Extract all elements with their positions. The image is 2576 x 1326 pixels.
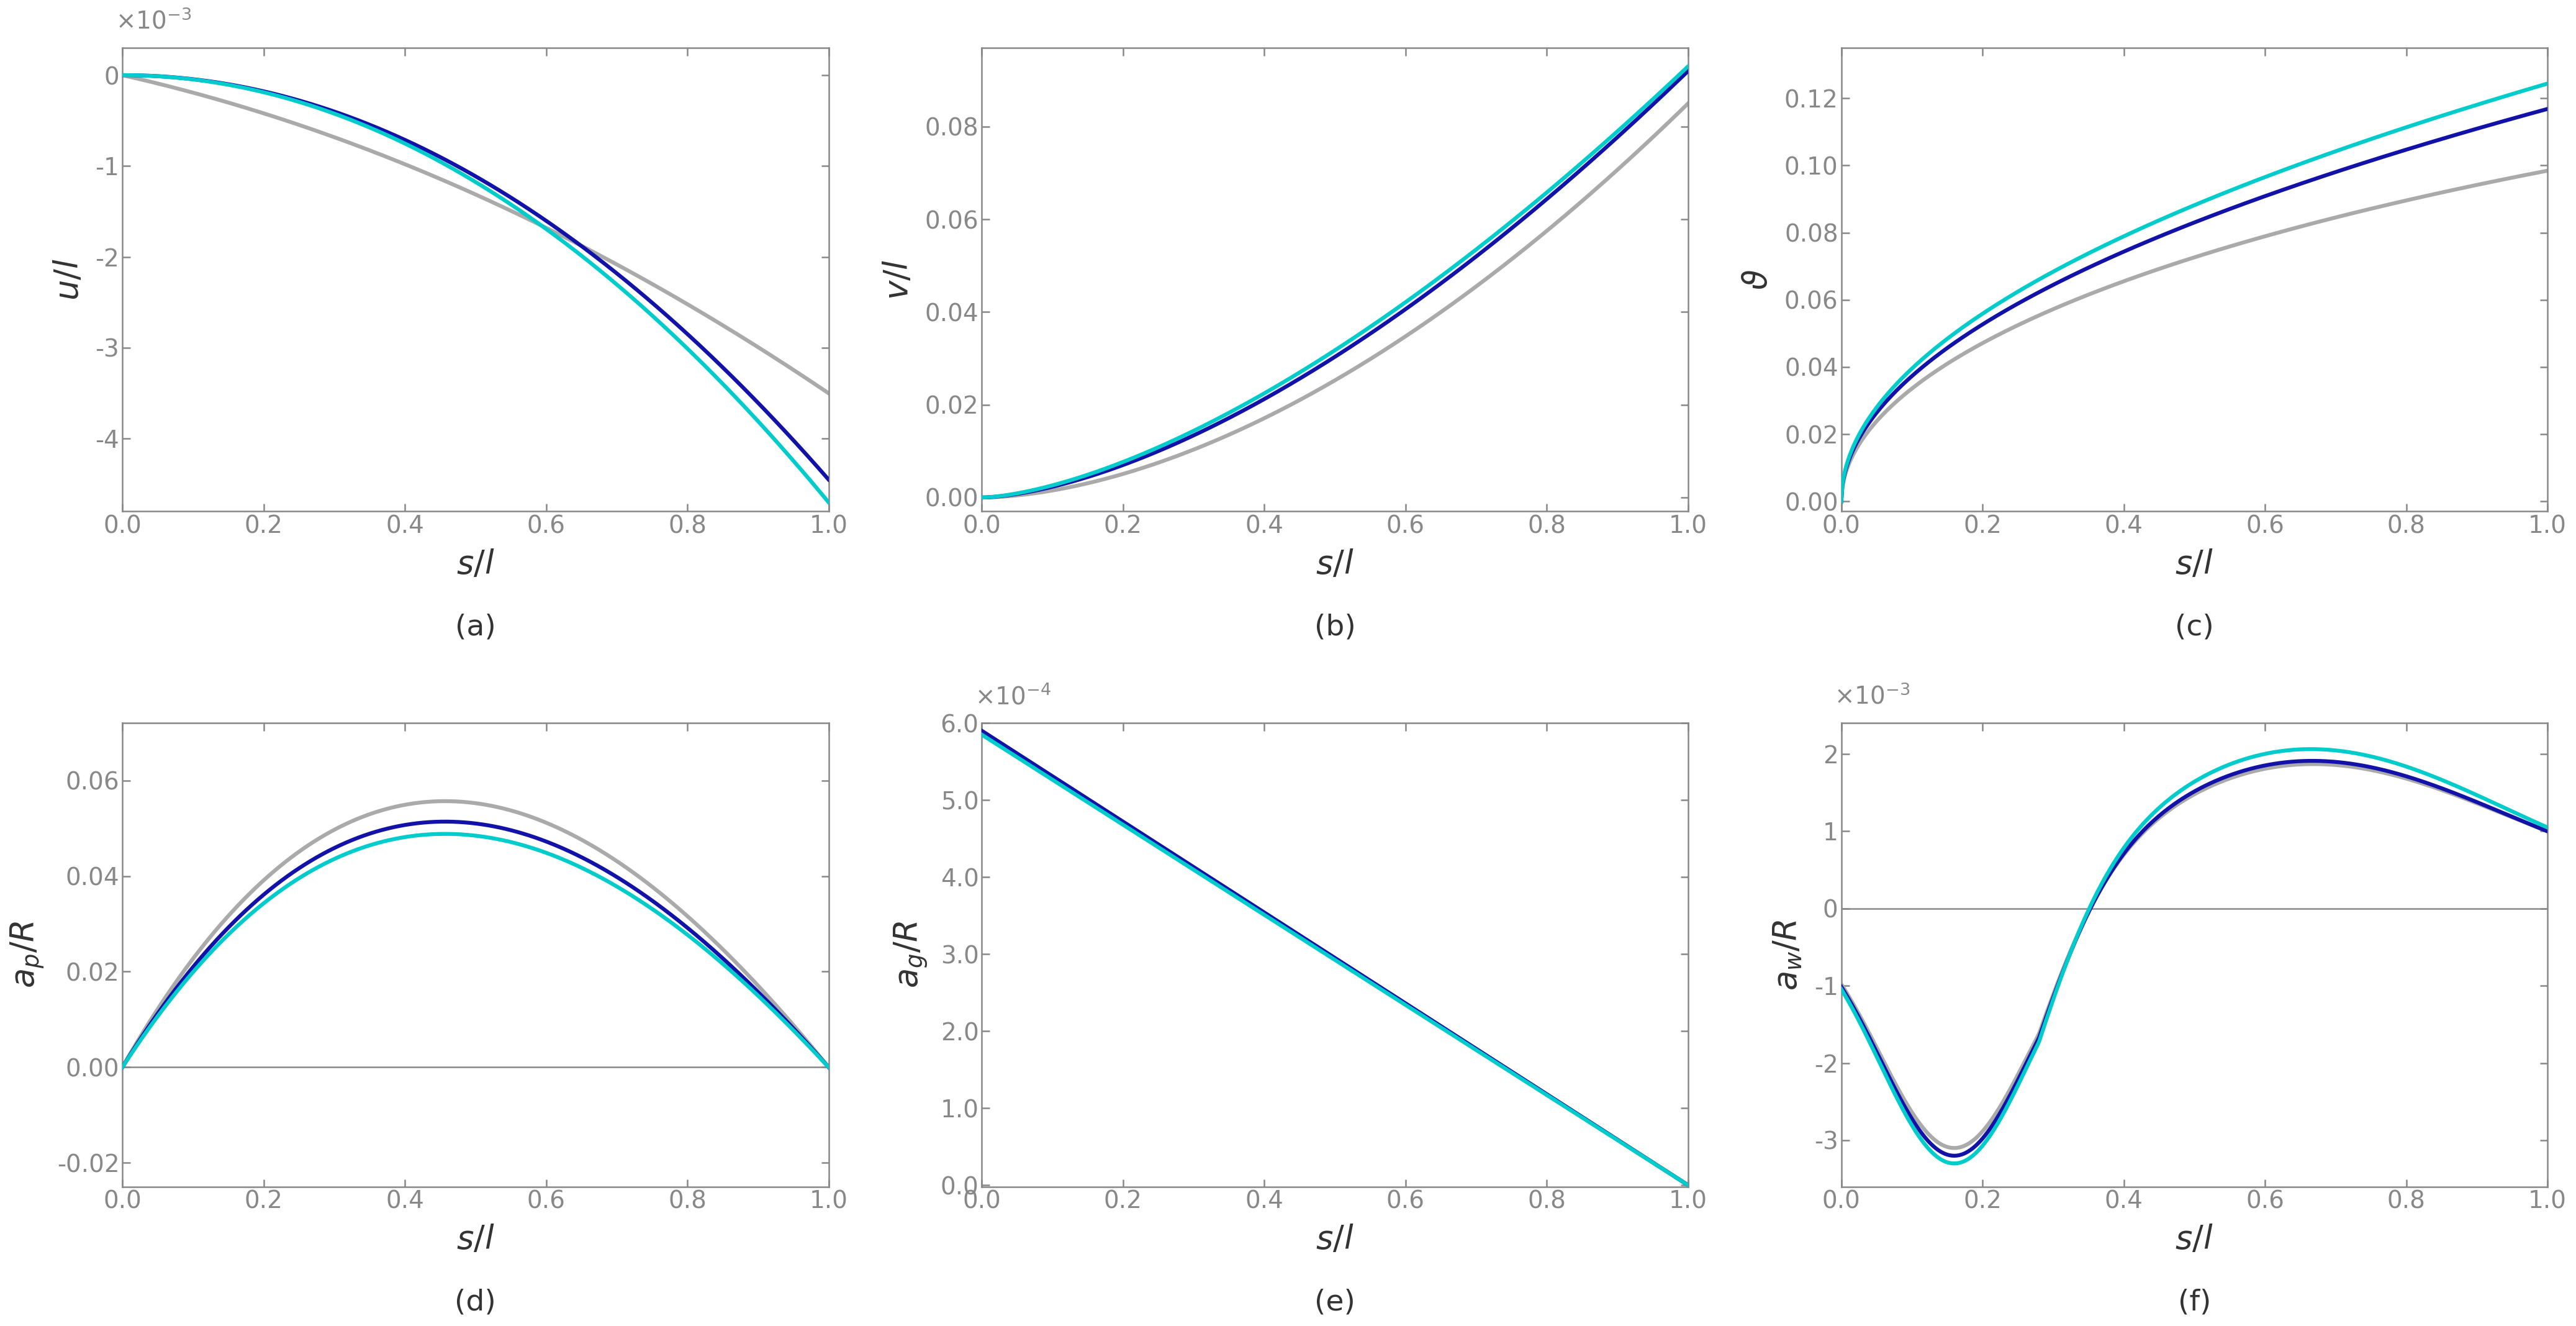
Y-axis label: $a_g/R$: $a_g/R$ — [894, 922, 930, 988]
X-axis label: $s/l$: $s/l$ — [2174, 1224, 2213, 1256]
Text: $\times10^{-4}$: $\times10^{-4}$ — [974, 686, 1051, 709]
Y-axis label: $u/l$: $u/l$ — [52, 259, 85, 301]
X-axis label: $s/l$: $s/l$ — [1316, 1224, 1355, 1256]
Text: (e): (e) — [1314, 1289, 1355, 1317]
Y-axis label: $v/l$: $v/l$ — [884, 260, 914, 300]
Text: (a): (a) — [456, 614, 497, 642]
Text: $\times10^{-3}$: $\times10^{-3}$ — [116, 9, 191, 34]
Y-axis label: $\vartheta$: $\vartheta$ — [1741, 269, 1775, 290]
Text: (f): (f) — [2177, 1289, 2210, 1317]
Y-axis label: $a_p/R$: $a_p/R$ — [10, 922, 46, 988]
Text: (b): (b) — [1314, 614, 1355, 642]
X-axis label: $s/l$: $s/l$ — [456, 549, 495, 581]
Text: (d): (d) — [456, 1289, 497, 1317]
Text: (c): (c) — [2174, 614, 2213, 642]
X-axis label: $s/l$: $s/l$ — [2174, 549, 2213, 581]
Text: $\times10^{-3}$: $\times10^{-3}$ — [1834, 684, 1911, 709]
Y-axis label: $a_w/R$: $a_w/R$ — [1772, 919, 1803, 991]
X-axis label: $s/l$: $s/l$ — [456, 1224, 495, 1256]
X-axis label: $s/l$: $s/l$ — [1316, 549, 1355, 581]
